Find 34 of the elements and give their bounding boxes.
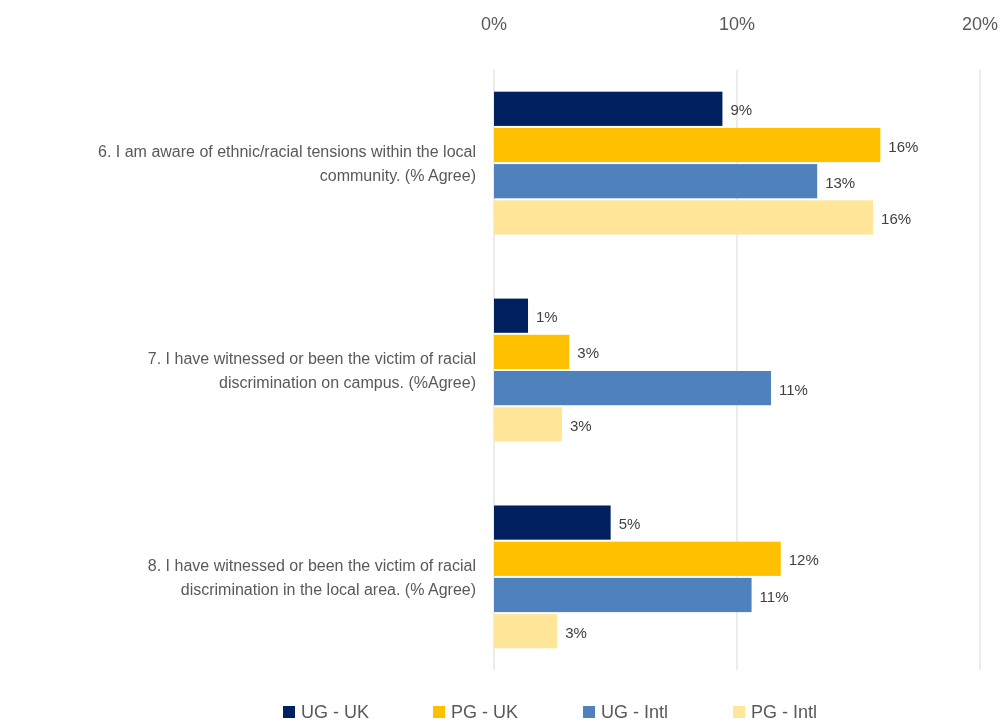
data-label: 3% [577,344,600,362]
y-tick-label: 7. I have witnessed or been the victim of racial discrimination on campus. (%Agree) [147,350,476,391]
bar [494,200,874,235]
bar [494,541,781,576]
bar [494,334,570,369]
bar [494,407,563,442]
data-label: 11% [759,587,789,605]
legend-label: PG - Intl [751,702,818,722]
data-label: 16% [881,209,912,227]
bar [494,164,818,199]
data-label: 12% [788,551,819,569]
x-tick-label: 20% [961,14,999,34]
data-label: 1% [536,308,558,326]
bar [494,614,558,649]
data-label: 3% [565,623,587,641]
bar [494,505,611,540]
legend-label: UG - Intl [601,702,669,722]
legend-label: PG - UK [451,702,519,722]
data-label: 16% [888,137,919,155]
x-tick-label: 10% [718,14,756,34]
bar [494,577,752,613]
data-label: 13% [825,173,856,191]
data-label: 11% [779,380,808,398]
data-label: 3% [570,416,592,434]
bar [494,298,529,333]
data-label: 9% [730,101,753,119]
bar [494,127,881,163]
y-tick-label: 6. I am aware of ethnic/racial tensions within the local community. (% Agree) [98,143,476,185]
y-tick-label: 8. I have witnessed or been the victim of racial discrimination in the local area. (% Agree) [147,556,476,598]
bar [494,91,723,126]
data-label: 5% [618,515,641,533]
x-tick-label: 0% [480,14,508,34]
legend-label: UG - UK [301,702,370,722]
bar [494,371,772,406]
